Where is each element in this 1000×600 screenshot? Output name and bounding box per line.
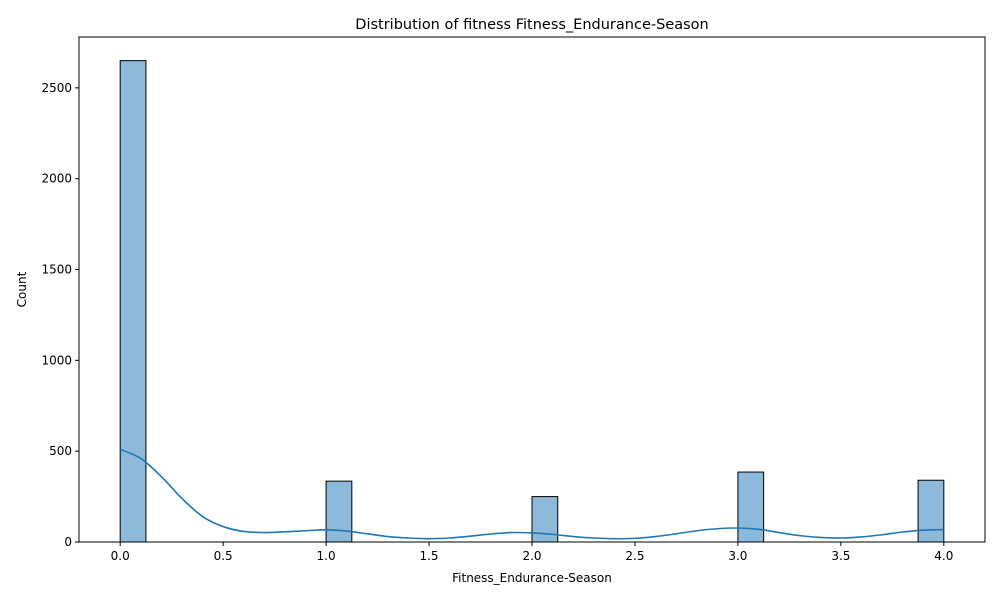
y-tick-label: 2500 — [41, 81, 72, 95]
y-axis-label: Count — [15, 271, 29, 307]
x-tick-label: 2.5 — [625, 549, 644, 563]
x-tick-label: 4.0 — [934, 549, 953, 563]
x-tick-label: 3.5 — [831, 549, 850, 563]
x-tick-label: 1.5 — [419, 549, 438, 563]
x-tick-label: 0.5 — [214, 549, 233, 563]
bars-layer — [119, 60, 945, 543]
y-tick-label: 0 — [64, 535, 72, 549]
x-tick-label: 0.0 — [111, 549, 130, 563]
y-tick-label: 2000 — [41, 172, 72, 186]
histogram-bar — [737, 471, 765, 543]
y-tick-label: 1000 — [41, 353, 72, 367]
x-tick-label: 3.0 — [728, 549, 747, 563]
y-tick-label: 1500 — [41, 263, 72, 277]
x-axis-ticks: 0.0 0.5 1.0 1.5 2.0 2.5 3.0 3.5 4.0 — [111, 542, 953, 563]
x-tick-label: 1.0 — [317, 549, 336, 563]
plot-frame — [78, 36, 986, 543]
kde-curve — [119, 448, 944, 540]
histogram-bar — [917, 479, 945, 543]
y-axis-ticks: 0 500 1000 1500 2000 2500 — [41, 81, 79, 549]
histogram-bar — [119, 60, 147, 543]
x-axis-label: Fitness_Endurance-Season — [452, 571, 612, 585]
y-tick-label: 500 — [49, 444, 72, 458]
kde-layer — [119, 448, 944, 540]
x-tick-label: 2.0 — [522, 549, 541, 563]
histogram-bar — [325, 480, 353, 543]
chart-title: Distribution of fitness Fitness_Enduranc… — [355, 17, 708, 33]
